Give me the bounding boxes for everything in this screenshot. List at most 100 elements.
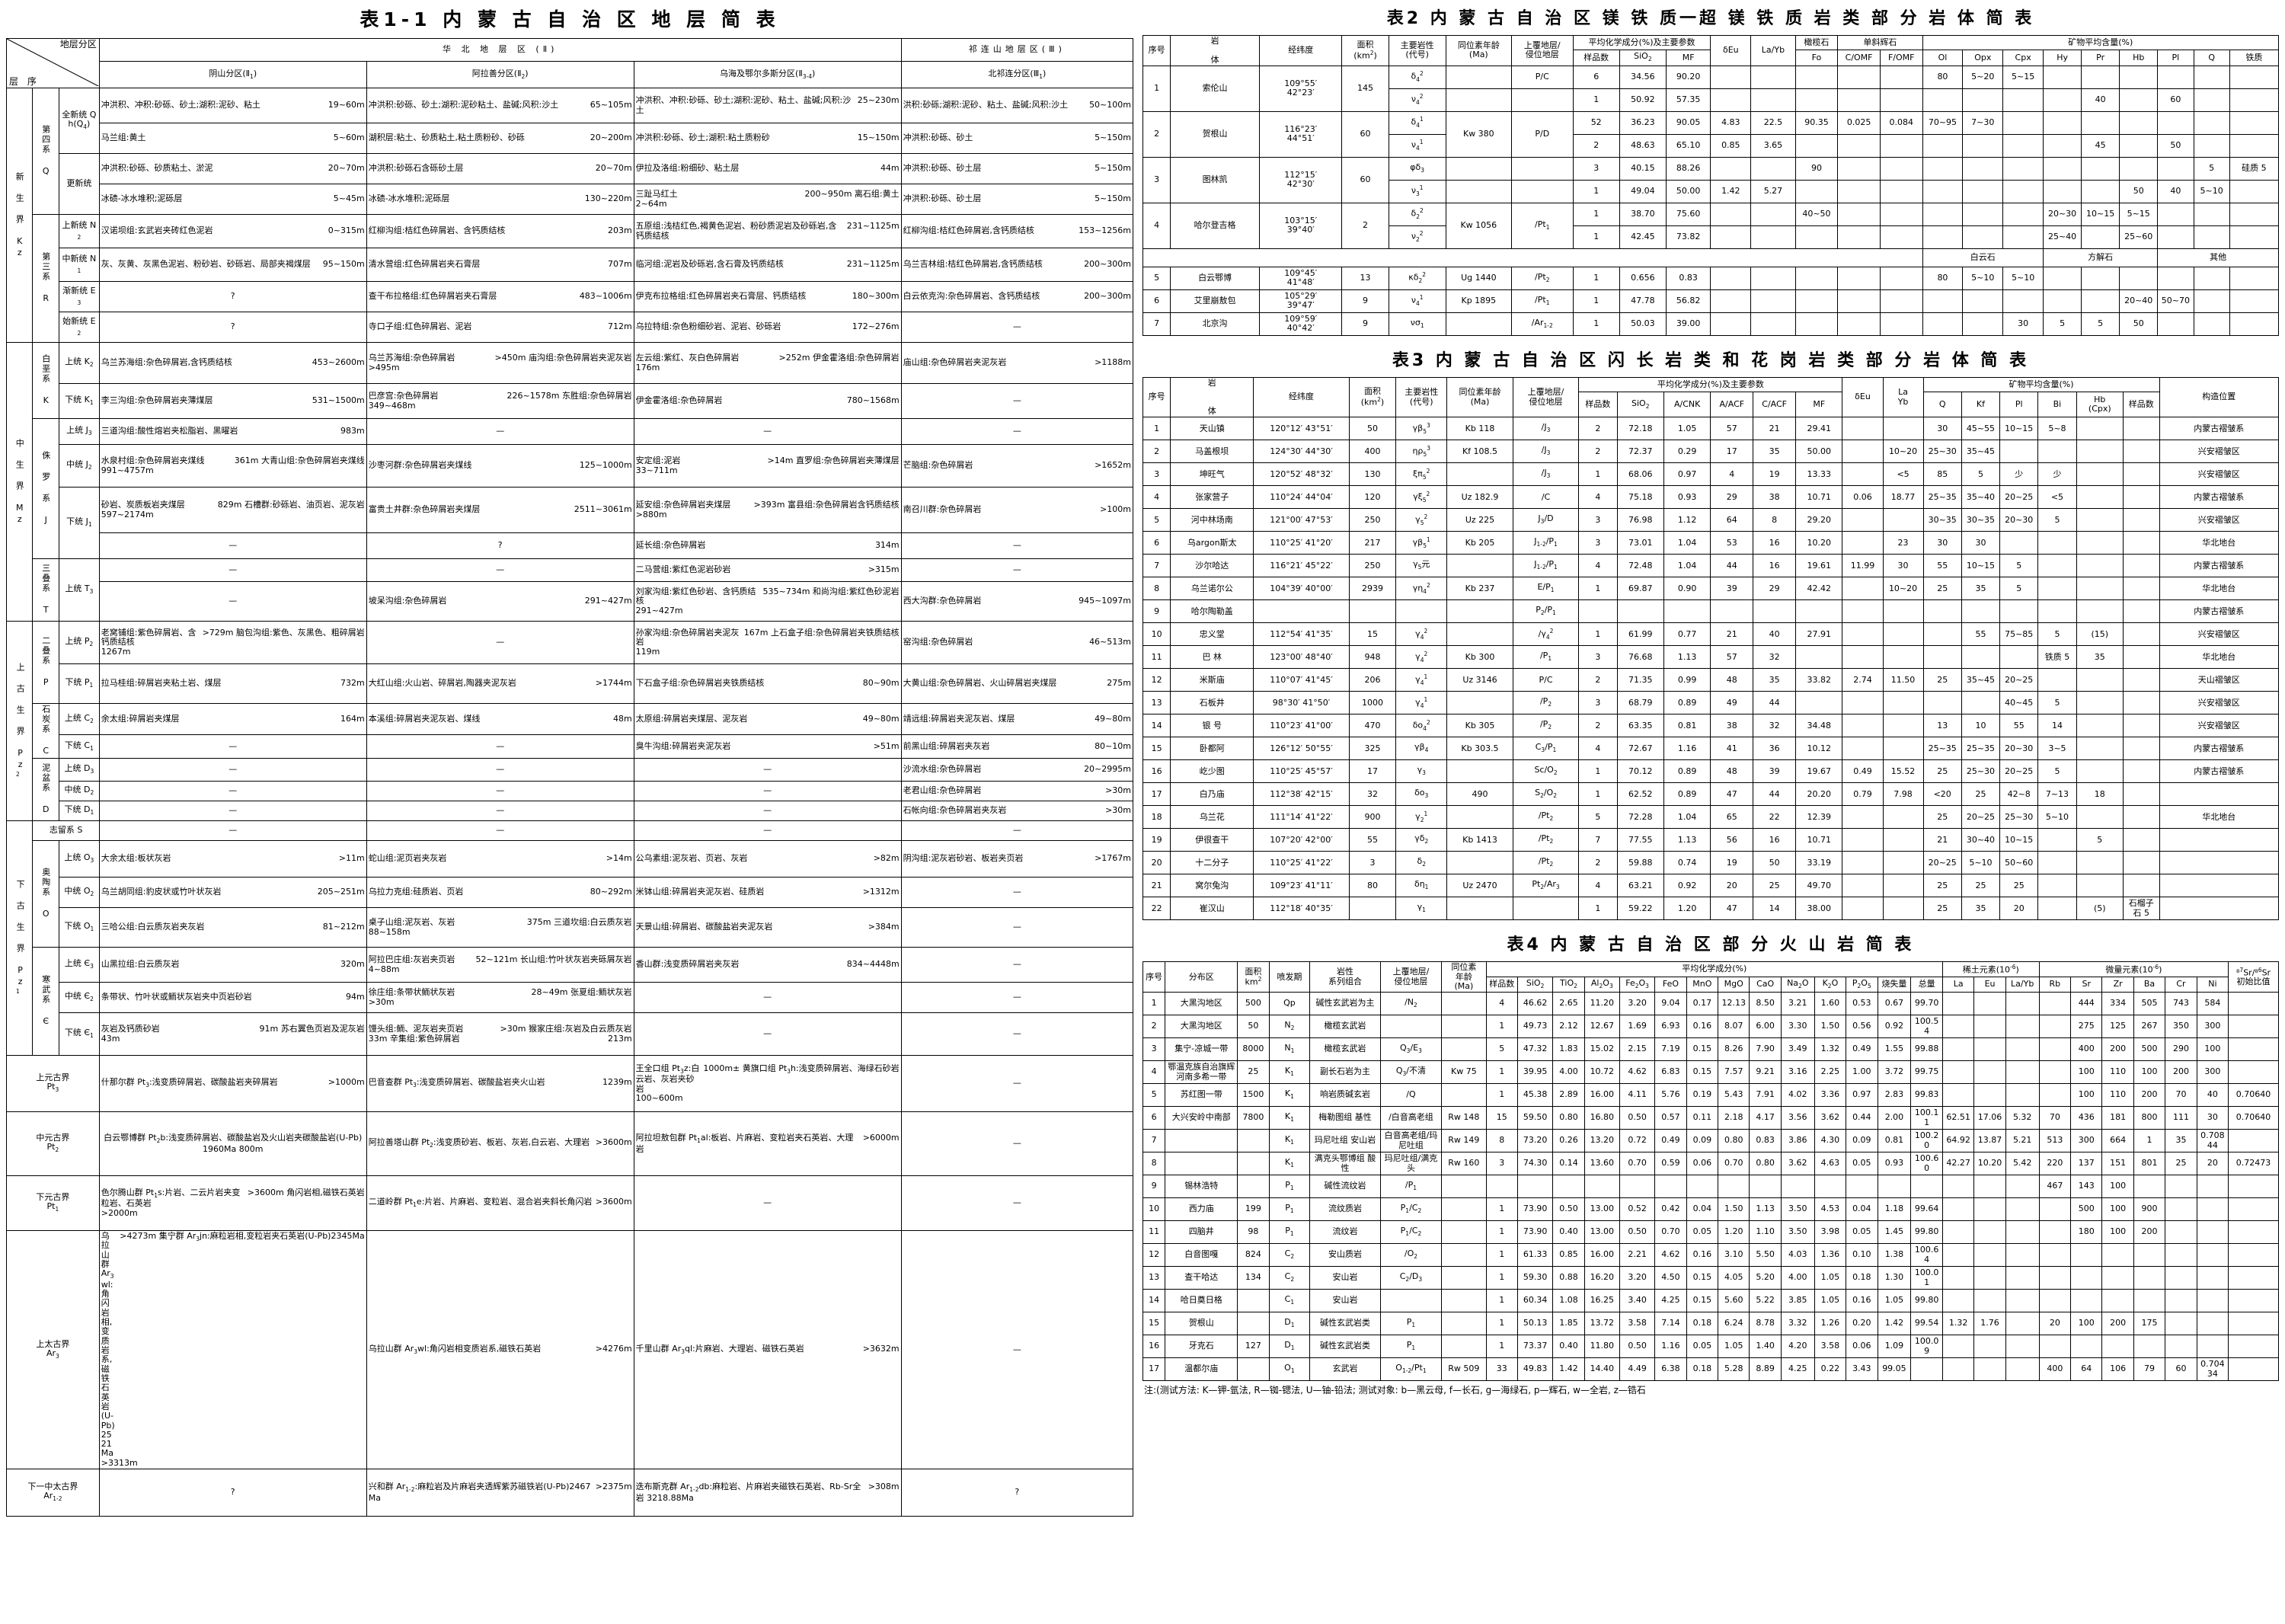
stratigraphy-cell: —: [900, 532, 1134, 559]
table3-bi: 5~10: [2037, 805, 2077, 830]
table3-rock-code: γβ53: [1395, 417, 1448, 441]
table4-chem-value: 0.17: [1686, 992, 1719, 1016]
table4-eruption-period: K1: [1268, 1083, 1311, 1108]
table4-chem-value: 16.80: [1584, 1106, 1620, 1130]
table3-hb: [2076, 599, 2124, 624]
table4-area-km2: [1237, 1357, 1270, 1382]
table2-mineral-value: [2081, 156, 2120, 181]
table3-bi: 3~5: [2037, 737, 2077, 761]
table3-deu: 11.99: [1842, 554, 1884, 578]
table2-mineral-value: 80: [1922, 266, 1964, 290]
table4-trace-value: [2196, 1197, 2229, 1222]
table2-value: [1837, 156, 1881, 181]
era-label: 下元古界 Pt1: [6, 1175, 100, 1231]
stratigraphy-row: 上太古界 Ar3 乌拉山群 Ar3wl:角闪岩相,变质岩系,磁铁石英岩(U-Pb)2…: [6, 1229, 1134, 1470]
table2-mineral-value: [2119, 65, 2159, 89]
series-label: 中统 D2: [58, 781, 100, 801]
table2-data-row: 1 索伦山 109°55′ 42°23′ 145 δ42 P/C 6 34.56 90.20 80 5…: [1142, 65, 2280, 112]
table4-trace-value: [2165, 1175, 2197, 1199]
era-label: 新 生 界 Kz: [5, 88, 34, 343]
series-label: 上统 Є3: [58, 947, 100, 983]
table4-chem-value: 0.10: [1846, 1243, 1878, 1268]
table4-chem-col: TiO2: [1552, 976, 1585, 993]
table3-sample-count: 4: [1578, 485, 1618, 510]
table4-data-row: 10 西力庙 199 P1 流纹质岩 P1/C2 1 73.90 0.50 13.00 0.52 0.…: [1142, 1197, 2279, 1222]
table4-chem-value: 7.57: [1718, 1060, 1750, 1085]
table3-mineral-col: Q: [1922, 391, 1962, 418]
table3-coordinates: 107°20′ 42°00′: [1253, 828, 1350, 852]
table2-mineral-value: [2193, 88, 2230, 112]
table1-title: 表1-1 内 蒙 古 自 治 区 地 层 简 表: [360, 8, 780, 30]
table2-mineral-value: [2193, 289, 2230, 313]
table3-hb: 18: [2076, 782, 2124, 807]
table4-ree-value: [2005, 1083, 2040, 1108]
table4-chem-value: 0.09: [1686, 1129, 1719, 1153]
table3-sample-n: [2123, 851, 2160, 875]
table4-ree-value: 17.06: [1973, 1106, 2006, 1130]
table4-ree-value: [1973, 1015, 2006, 1039]
stratigraphy-cell: —: [633, 1012, 902, 1056]
table3-index: 2: [1142, 440, 1171, 464]
table4-chem-value: 13.00: [1584, 1197, 1620, 1222]
table4-ree-value: [1941, 1175, 1975, 1199]
table2-value: [1837, 179, 1881, 203]
table2-mineral-value: [2157, 65, 2194, 89]
table2-value: 90.20: [1665, 65, 1711, 89]
table3-sio2: 61.99: [1616, 622, 1664, 647]
table4-data-row: 15 贺根山 D1 碱性玄武岩类 P1 1 50.13 1.85 13.72 3.58 7.14 0.…: [1142, 1312, 2279, 1336]
table3-kf: 55: [1961, 622, 2001, 647]
table2-mineral-value: [2229, 133, 2280, 158]
table3-sio2: 59.88: [1616, 851, 1664, 875]
table4-chem-value: 3.49: [1780, 1037, 1815, 1062]
table3-acnk: 1.20: [1663, 897, 1711, 921]
table3-rock-code: γ42: [1395, 645, 1448, 670]
table4-chem-col: Na2O: [1780, 976, 1815, 993]
table4-ree-col: Eu: [1973, 976, 2006, 993]
table3-index: 6: [1142, 531, 1171, 555]
stratigraphy-cell: —: [900, 820, 1134, 841]
region-group-header: 华 北 地 层 区 (Ⅱ): [98, 37, 902, 62]
table2-mineral-value: [1922, 312, 1964, 336]
table4-data-row: 3 集宁-凉城一带 8000 N1 橄榄玄武岩 Q3/E3 5 47.32 1.83 15.02 2…: [1142, 1037, 2279, 1062]
table2-chem-header: 平均化学成分(%)及主要参数: [1572, 35, 1711, 50]
series-label: 中统 J2: [58, 444, 100, 488]
stratigraphy-row: — 坡呆沟组:杂色碎屑岩 291~427m 刘家沟组:紫红色砂岩、含钙质结核 535~7…: [7, 581, 1134, 622]
table4-area-name: [1165, 1152, 1238, 1176]
table4-chem-value: 0.40: [1552, 1220, 1585, 1245]
table4-index: 16: [1142, 1335, 1166, 1359]
stratigraphy-row: 中统 Є2 条带状、竹叶状或鲕状灰岩夹中页岩砂岩 94m 徐庄组:条带状鲕状灰岩 28~…: [7, 982, 1134, 1013]
table3-mf: 29.41: [1795, 417, 1843, 441]
table4-chem-value: 1.13: [1749, 1197, 1782, 1222]
table2-coordinates: 112°15′ 42°30′: [1258, 156, 1343, 203]
table3-rock-name: 十二分子: [1170, 851, 1254, 875]
table3-area: 15: [1348, 622, 1397, 647]
table2-mineral-value: [2119, 133, 2159, 158]
table3-deu: [1842, 577, 1884, 601]
stratigraphy-cell: 马兰组:黄土 5~60m: [98, 123, 367, 154]
table4-area-km2: 127: [1237, 1335, 1270, 1359]
table4-chem-value: 0.85: [1552, 1243, 1585, 1268]
table4-chem-value: 3.40: [1619, 1289, 1656, 1313]
table2-mineral-value: 80: [1922, 65, 1964, 89]
table4-chem-value: [1686, 1175, 1719, 1199]
table3-tectonic: 兴安褶皱区: [2159, 462, 2280, 487]
table4-overlying-strat: P1: [1379, 1312, 1443, 1336]
table4-chem-col: 样品数: [1485, 976, 1518, 993]
stratigraphy-row: 中元古界 Pt2 白云鄂博群 Pt2b:浅变质碎屑岩、碳酸盐岩及火山岩夹碳酸盐岩(U…: [6, 1111, 1134, 1176]
table2-mineral-value: 5~10: [1962, 266, 2004, 290]
series-label: 中新统 N1: [58, 248, 100, 282]
table3-cacf: 32: [1753, 714, 1797, 738]
table1-header-row-1: 地层分区层 序华 北 地 层 区 (Ⅱ) 祁连山地层区(Ⅲ): [6, 37, 1134, 88]
table4-overlying-strat: P1/C2: [1379, 1220, 1443, 1245]
table4-isotope-age: [1441, 1335, 1487, 1359]
stratigraphy-cell: —: [900, 947, 1134, 983]
table4-chem-value: 1: [1485, 1083, 1518, 1108]
table4-chem-value: 3.72: [1877, 1060, 1912, 1085]
table4-eruption-period: K1: [1268, 1106, 1311, 1130]
table4-chem-value: 1.30: [1877, 1266, 1912, 1290]
table3-sample-n: [2123, 622, 2160, 647]
table4-sr-ratio: [2228, 1243, 2279, 1268]
table4-ree-value: [1973, 992, 2006, 1016]
table3-layb: [1882, 828, 1924, 852]
stratigraphy-cell: 窑沟组:杂色碎屑岩 46~513m: [900, 621, 1134, 664]
